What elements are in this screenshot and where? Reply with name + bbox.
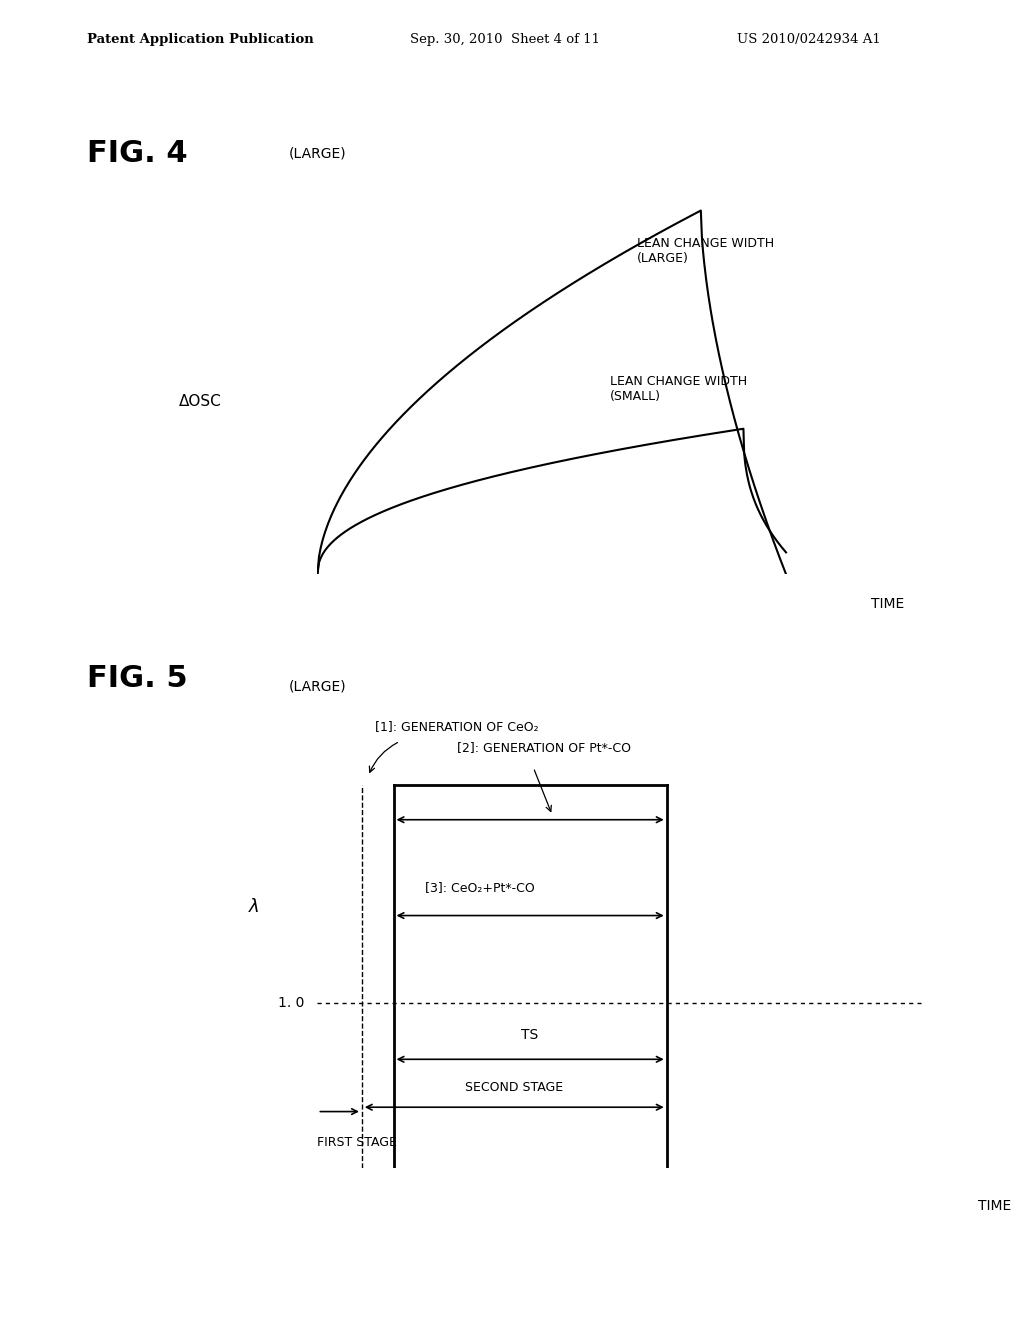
Text: Patent Application Publication: Patent Application Publication <box>87 33 313 46</box>
Text: FIRST STAGE: FIRST STAGE <box>317 1135 397 1148</box>
Text: [3]: CeO₂+Pt*-CO: [3]: CeO₂+Pt*-CO <box>425 880 536 894</box>
Text: FIG. 4: FIG. 4 <box>87 139 187 168</box>
Text: TIME: TIME <box>978 1199 1011 1213</box>
Text: Sep. 30, 2010  Sheet 4 of 11: Sep. 30, 2010 Sheet 4 of 11 <box>410 33 600 46</box>
Text: LEAN CHANGE WIDTH
(LARGE): LEAN CHANGE WIDTH (LARGE) <box>637 238 774 265</box>
Text: [2]: GENERATION OF Pt*-CO: [2]: GENERATION OF Pt*-CO <box>457 742 631 755</box>
Text: ΔOSC: ΔOSC <box>179 395 221 409</box>
Text: LEAN CHANGE WIDTH
(SMALL): LEAN CHANGE WIDTH (SMALL) <box>610 375 748 403</box>
Text: TS: TS <box>521 1028 539 1041</box>
Text: [1]: GENERATION OF CeO₂: [1]: GENERATION OF CeO₂ <box>375 719 539 733</box>
Text: FIG. 5: FIG. 5 <box>87 664 187 693</box>
Text: US 2010/0242934 A1: US 2010/0242934 A1 <box>737 33 881 46</box>
Text: (LARGE): (LARGE) <box>289 680 346 693</box>
Text: SECOND STAGE: SECOND STAGE <box>465 1081 563 1094</box>
Text: (LARGE): (LARGE) <box>289 147 346 161</box>
Text: λ: λ <box>249 898 259 916</box>
Text: 1. 0: 1. 0 <box>279 995 305 1010</box>
Text: TIME: TIME <box>871 597 904 611</box>
